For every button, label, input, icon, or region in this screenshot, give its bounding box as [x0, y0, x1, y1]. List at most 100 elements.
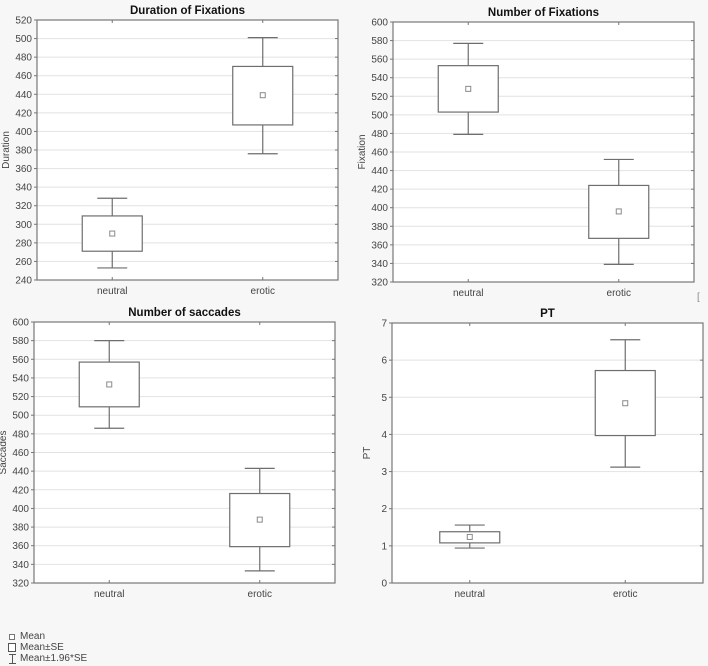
box-neutral	[439, 524, 501, 549]
legend-label: Mean±SE	[20, 642, 64, 653]
chart-title: PT	[540, 308, 555, 320]
y-tick-label: 320	[371, 278, 388, 289]
mean-marker	[109, 230, 116, 237]
y-tick-label: 420	[15, 108, 32, 119]
y-tick-label: 440	[12, 467, 29, 478]
y-tick-label: 520	[371, 92, 388, 103]
chart-title: Number of saccades	[128, 307, 241, 319]
y-axis-label: Fixation	[357, 134, 368, 169]
y-tick-label: 4	[381, 430, 387, 441]
mean-marker	[256, 516, 263, 523]
plot-frame	[33, 321, 336, 584]
y-tick-label: 360	[12, 541, 29, 552]
y-tick-label: 540	[371, 73, 388, 84]
mean-marker	[259, 92, 266, 99]
x-tick-label: erotic	[613, 589, 637, 600]
box-erotic	[588, 158, 650, 265]
y-tick-label: 420	[12, 485, 29, 496]
stray-bracket: [	[697, 292, 700, 303]
mean-marker	[615, 208, 622, 215]
chart-panel-4: 0 1 2 3 4 5 6 7 PT PT neutral erotic	[362, 308, 704, 600]
y-tick-label: 600	[12, 318, 29, 329]
se-box	[588, 184, 650, 239]
y-tick-label: 500	[12, 411, 29, 422]
chart-title: Number of Fixations	[488, 7, 599, 19]
y-tick-label: 0	[381, 579, 387, 590]
whisker-icon	[6, 653, 18, 664]
box-erotic	[232, 37, 294, 155]
x-tick-label: erotic	[248, 589, 272, 600]
y-tick-label: 540	[12, 373, 29, 384]
box-erotic	[229, 467, 291, 572]
x-tick-label: neutral	[97, 286, 128, 297]
y-tick-label: 240	[15, 276, 32, 287]
box-neutral	[437, 42, 499, 135]
y-tick-label: 6	[381, 356, 387, 367]
y-tick-label: 560	[371, 55, 388, 66]
y-tick-label: 520	[12, 392, 29, 403]
legend-item-ci: Mean±1.96*SE	[6, 653, 87, 664]
box-neutral	[81, 197, 143, 269]
y-axis-label: Saccades	[0, 431, 9, 475]
y-tick-label: 340	[12, 560, 29, 571]
chart-panel-1: 240 260 280 300 320 340 360 380 400 420 440 460 480 5…	[1, 5, 339, 297]
y-tick-label: 560	[12, 355, 29, 366]
box-neutral	[78, 340, 140, 429]
y-tick-label: 360	[371, 240, 388, 251]
x-tick-label: erotic	[607, 288, 631, 299]
y-tick-label: 580	[12, 336, 29, 347]
x-tick-label: neutral	[454, 589, 485, 600]
y-tick-label: 480	[371, 129, 388, 140]
y-tick-label: 300	[15, 220, 32, 231]
y-tick-label: 260	[15, 257, 32, 268]
plot-frame	[36, 19, 339, 281]
y-tick-label: 520	[15, 16, 32, 27]
y-tick-label: 480	[15, 53, 32, 64]
mean-marker	[106, 381, 113, 388]
y-tick-label: 1	[381, 541, 387, 552]
y-tick-label: 440	[15, 90, 32, 101]
y-tick-label: 400	[12, 504, 29, 515]
legend-label: Mean	[20, 631, 46, 642]
y-tick-label: 7	[381, 319, 387, 330]
y-tick-label: 280	[15, 238, 32, 249]
box-icon	[6, 643, 18, 652]
y-tick-label: 500	[371, 110, 388, 121]
y-tick-label: 340	[15, 183, 32, 194]
x-tick-label: erotic	[251, 286, 275, 297]
y-tick-label: 320	[15, 201, 32, 212]
legend-item-mean: Mean	[6, 631, 87, 642]
y-tick-label: 360	[15, 164, 32, 175]
y-axis-label: PT	[362, 447, 373, 460]
mean-marker	[465, 85, 472, 92]
y-tick-label: 420	[371, 185, 388, 196]
y-tick-label: 400	[371, 203, 388, 214]
x-tick-label: neutral	[94, 589, 125, 600]
legend: Mean Mean±SE Mean±1.96*SE	[6, 631, 87, 664]
legend-item-se: Mean±SE	[6, 642, 87, 653]
mean-marker-icon	[6, 633, 18, 640]
y-tick-label: 400	[15, 127, 32, 138]
y-tick-label: 500	[15, 34, 32, 45]
y-tick-label: 380	[15, 146, 32, 157]
chart-title: Duration of Fixations	[130, 5, 245, 17]
mean-marker	[466, 533, 473, 540]
y-tick-label: 320	[12, 579, 29, 590]
y-tick-label: 340	[371, 259, 388, 270]
y-tick-label: 3	[381, 467, 387, 478]
chart-panel-3: 320 340 360 380 400 420 440 460 480 500 520 540 560 5…	[0, 307, 336, 600]
y-tick-label: 380	[12, 523, 29, 534]
y-tick-label: 5	[381, 393, 387, 404]
plot-area	[392, 323, 703, 583]
y-tick-label: 480	[12, 429, 29, 440]
y-tick-label: 460	[371, 148, 388, 159]
y-tick-label: 460	[12, 448, 29, 459]
y-tick-label: 440	[371, 166, 388, 177]
chart-panel-2: 320 340 360 380 400 420 440 460 480 500 520 540 560 5…	[357, 7, 695, 299]
y-tick-label: 460	[15, 71, 32, 82]
y-tick-label: 600	[371, 18, 388, 29]
y-axis-label: Duration	[1, 131, 12, 169]
plot-frame	[392, 21, 695, 283]
box-erotic	[594, 339, 656, 468]
